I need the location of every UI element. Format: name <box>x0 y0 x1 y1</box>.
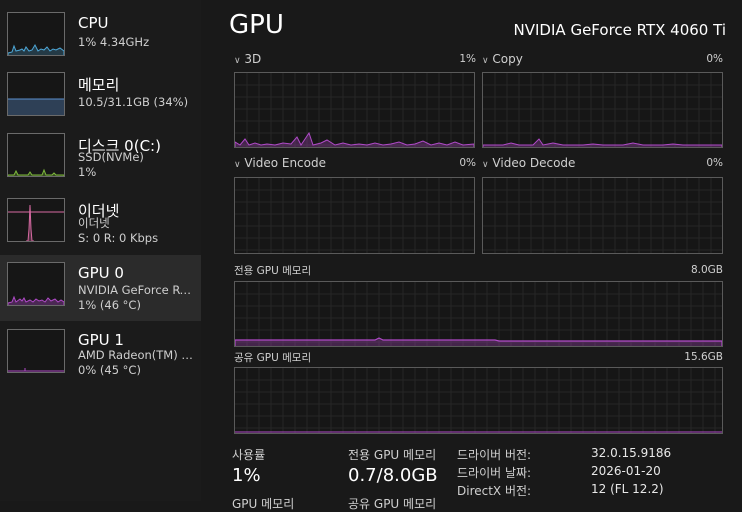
chevron-down-icon: ∨ <box>482 160 489 170</box>
graph-grid <box>235 73 474 147</box>
graph-trace <box>235 131 474 147</box>
sidebar-item-title: CPU <box>78 14 109 32</box>
graph-grid <box>235 368 722 433</box>
driver-version-key: 드라이버 버전: <box>457 448 532 462</box>
sidebar-item-detail: 이더넷 <box>78 216 110 230</box>
sidebar-item-detail-2: 1% <box>78 165 97 179</box>
engine-label: 3D <box>244 52 262 66</box>
engine-selector-3d[interactable]: ∨ 3D <box>234 52 261 66</box>
page-title: GPU <box>229 10 284 40</box>
sidebar-item-gpu-1[interactable]: GPU 1 AMD Radeon(TM) Graphics 0% (45 °C) <box>0 322 201 386</box>
graph-trace <box>483 138 722 147</box>
shared-memory-graph <box>234 367 723 434</box>
engine-graph-video-encode <box>234 177 475 254</box>
sidebar-item-detail: SSD(NVMe) <box>78 150 144 164</box>
driver-version-value: 32.0.15.9186 <box>591 446 672 460</box>
chevron-down-icon: ∨ <box>234 160 241 170</box>
engine-percent: 0% <box>459 157 476 169</box>
sidebar-item-memory[interactable]: 메모리 10.5/31.1GB (34%) <box>0 65 201 129</box>
directx-version-key: DirectX 버전: <box>457 484 532 498</box>
dedicated-memory-label: 전용 GPU 메모리 <box>234 265 312 277</box>
usage-value: 1% <box>232 465 261 486</box>
gpu-graph-icon <box>7 329 65 373</box>
dedicated-memory-max: 8.0GB <box>690 264 723 276</box>
sidebar-item-cpu[interactable]: CPU 1% 4.34GHz <box>0 5 201 69</box>
engine-percent: 0% <box>706 53 723 65</box>
sidebar-item-title: GPU 1 <box>78 331 124 349</box>
engine-label: Copy <box>492 52 523 66</box>
sidebar-item-detail-2: 0% (45 °C) <box>78 363 141 377</box>
dedicated-stat-value: 0.7/8.0GB <box>348 465 438 486</box>
engine-label: Video Decode <box>492 156 576 170</box>
graph-trace <box>235 431 722 433</box>
engine-graph-copy <box>482 72 723 148</box>
engine-selector-video-decode[interactable]: ∨ Video Decode <box>482 156 575 170</box>
usage-label: 사용률 <box>232 448 266 462</box>
disk-graph-icon <box>7 133 65 177</box>
sidebar-item-ethernet[interactable]: 이더넷 이더넷 S: 0 R: 0 Kbps <box>0 191 201 255</box>
shared-memory-label: 공유 GPU 메모리 <box>234 352 312 364</box>
sidebar-item-title: 이더넷 <box>78 202 120 220</box>
dedicated-stat-label: 전용 GPU 메모리 <box>348 448 437 462</box>
gpu-memory-label: GPU 메모리 <box>232 497 295 511</box>
sidebar-item-title: 디스크 0(C:) <box>78 137 161 155</box>
sidebar-item-detail-2: 1% (46 °C) <box>78 298 141 312</box>
memory-graph-icon <box>7 72 65 116</box>
gpu-details-panel: GPU NVIDIA GeForce RTX 4060 Ti ∨ 3D 1% ∨… <box>201 0 742 511</box>
engine-graph-3d <box>234 72 475 148</box>
engine-selector-video-encode[interactable]: ∨ Video Encode <box>234 156 326 170</box>
sidebar-item-disk[interactable]: 디스크 0(C:) SSD(NVMe) 1% <box>0 126 201 190</box>
chevron-down-icon: ∨ <box>482 56 489 66</box>
sidebar-item-detail-2: S: 0 R: 0 Kbps <box>78 231 159 245</box>
sidebar-item-detail: 1% 4.34GHz <box>78 35 150 49</box>
chevron-down-icon: ∨ <box>234 56 241 66</box>
sidebar-item-title: 메모리 <box>78 76 120 94</box>
engine-selector-copy[interactable]: ∨ Copy <box>482 52 523 66</box>
graph-grid <box>235 282 722 346</box>
graph-trace <box>235 337 722 346</box>
graph-grid <box>235 178 474 253</box>
graph-grid <box>483 73 722 147</box>
driver-date-key: 드라이버 날짜: <box>457 466 532 480</box>
sidebar-item-gpu-0[interactable]: GPU 0 NVIDIA GeForce RTX 4060 Ti 1% (46 … <box>0 255 201 321</box>
engine-percent: 0% <box>706 157 723 169</box>
shared-stat-label: 공유 GPU 메모리 <box>348 497 437 511</box>
graph-grid <box>483 178 722 253</box>
shared-memory-max: 15.6GB <box>684 351 723 363</box>
cpu-graph-icon <box>7 12 65 56</box>
gpu-graph-icon <box>7 262 65 306</box>
sidebar: CPU 1% 4.34GHz 메모리 10.5/31.1GB (34%) 디스크… <box>0 0 201 501</box>
sidebar-item-detail: 10.5/31.1GB (34%) <box>78 95 189 109</box>
driver-date-value: 2026-01-20 <box>591 464 661 478</box>
directx-version-value: 12 (FL 12.2) <box>591 482 664 496</box>
dedicated-memory-graph <box>234 281 723 347</box>
ethernet-graph-icon <box>7 198 65 242</box>
engine-graph-video-decode <box>482 177 723 254</box>
gpu-model-name: NVIDIA GeForce RTX 4060 Ti <box>513 21 726 39</box>
sidebar-item-title: GPU 0 <box>78 264 124 282</box>
engine-label: Video Encode <box>244 156 326 170</box>
sidebar-item-detail: AMD Radeon(TM) Graphics <box>78 348 196 362</box>
engine-percent: 1% <box>459 53 476 65</box>
sidebar-item-detail: NVIDIA GeForce RTX 4060 Ti <box>78 283 196 297</box>
